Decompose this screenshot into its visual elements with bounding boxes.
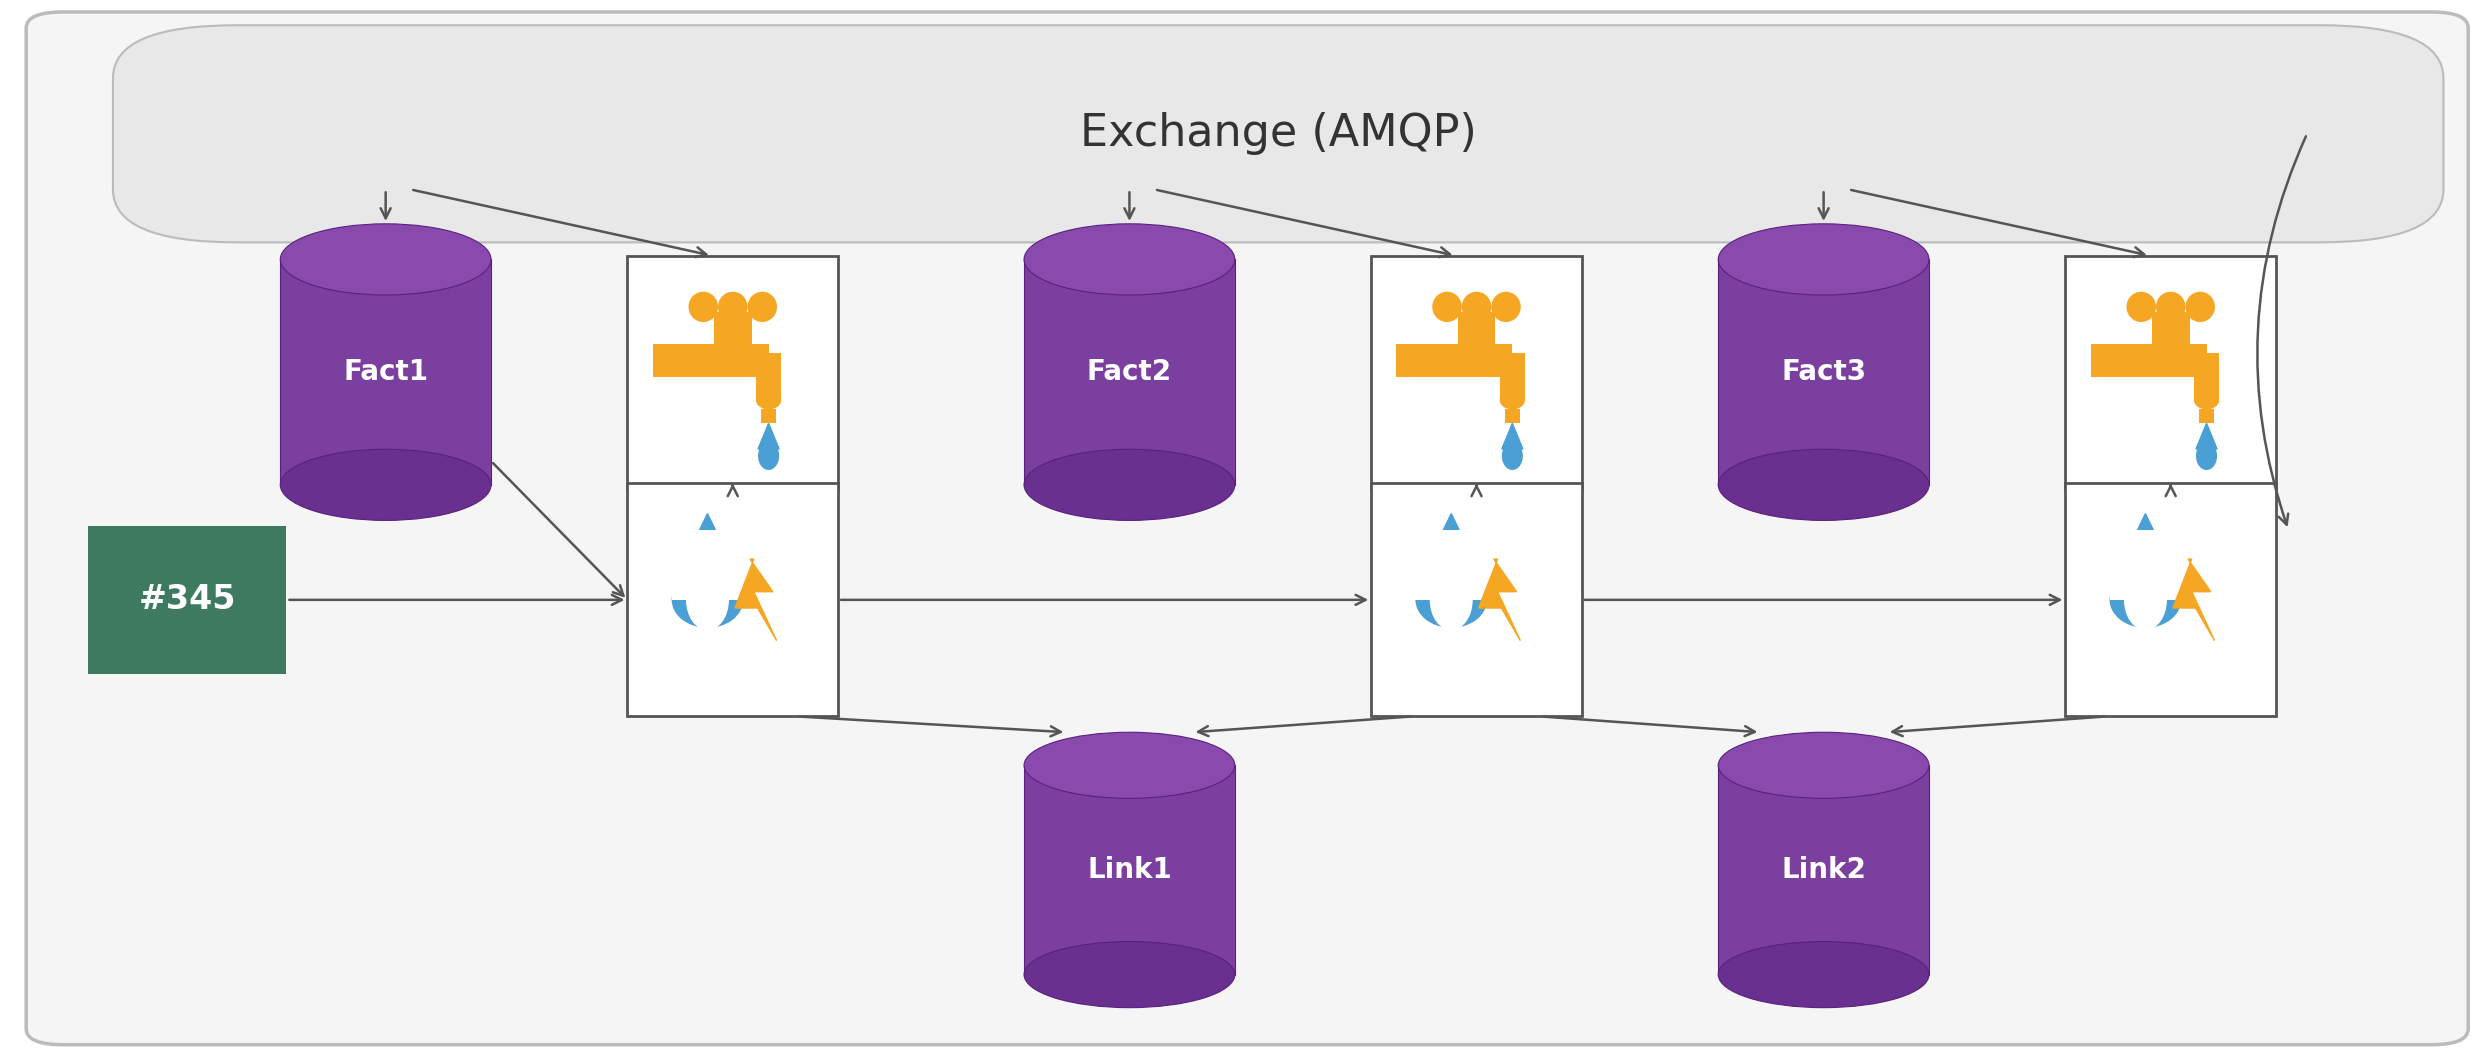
Polygon shape [2172,559,2214,640]
Ellipse shape [1025,449,1236,520]
Ellipse shape [280,449,491,520]
Ellipse shape [1499,391,1524,410]
Ellipse shape [2110,571,2182,628]
Bar [2090,344,2206,377]
Ellipse shape [2194,391,2219,410]
Bar [1415,530,1487,600]
Ellipse shape [2157,292,2187,322]
Bar [1370,256,1581,489]
Ellipse shape [1025,942,1236,1008]
Ellipse shape [1718,942,1929,1008]
Bar [762,410,777,424]
Bar [89,526,285,674]
Bar [2199,410,2214,424]
Bar [1457,311,1497,344]
Bar [1370,483,1581,717]
Bar [1025,259,1236,485]
Ellipse shape [688,292,717,322]
Polygon shape [1420,514,1482,577]
Bar [673,530,742,600]
Ellipse shape [1432,292,1462,322]
Ellipse shape [757,391,782,410]
Polygon shape [757,424,779,449]
Bar [280,259,491,485]
Bar [628,256,839,489]
Ellipse shape [685,569,730,630]
Polygon shape [2197,424,2216,449]
Text: Exchange (AMQP): Exchange (AMQP) [1080,113,1477,155]
Bar [1718,766,1929,975]
Ellipse shape [2187,292,2214,322]
Ellipse shape [1430,569,1472,630]
Text: Link1: Link1 [1087,856,1172,884]
Ellipse shape [280,224,491,295]
Text: Fact2: Fact2 [1087,358,1172,387]
FancyBboxPatch shape [114,25,2442,242]
Text: #345: #345 [139,583,236,616]
Polygon shape [735,559,777,640]
Bar [2194,354,2219,400]
Bar [757,354,782,400]
Bar [1025,766,1236,975]
Ellipse shape [1718,224,1929,295]
Text: Fact3: Fact3 [1782,358,1866,387]
Text: Link2: Link2 [1782,856,1866,884]
Bar [2065,483,2276,717]
Ellipse shape [1025,224,1236,295]
Ellipse shape [747,292,777,322]
Bar [2110,530,2182,600]
Ellipse shape [2197,442,2216,470]
Text: Fact1: Fact1 [343,358,429,387]
Ellipse shape [717,292,747,322]
Bar [715,311,752,344]
Polygon shape [2115,514,2177,577]
Bar [653,344,769,377]
Ellipse shape [1415,571,1487,628]
Ellipse shape [1718,449,1929,520]
Bar [2152,311,2189,344]
Bar [628,483,839,717]
Ellipse shape [2125,569,2167,630]
Polygon shape [678,514,737,577]
Ellipse shape [1025,733,1236,799]
Bar [1397,344,1512,377]
Ellipse shape [757,442,779,470]
Bar [2065,256,2276,489]
Bar [1499,354,1524,400]
Bar [1718,259,1929,485]
Ellipse shape [1462,292,1492,322]
Ellipse shape [2127,292,2157,322]
Bar [1504,410,1519,424]
Polygon shape [1502,424,1524,449]
FancyBboxPatch shape [27,12,2467,1045]
Ellipse shape [1718,733,1929,799]
Ellipse shape [1502,442,1524,470]
Ellipse shape [1492,292,1521,322]
Ellipse shape [673,571,742,628]
Polygon shape [1479,559,1521,640]
